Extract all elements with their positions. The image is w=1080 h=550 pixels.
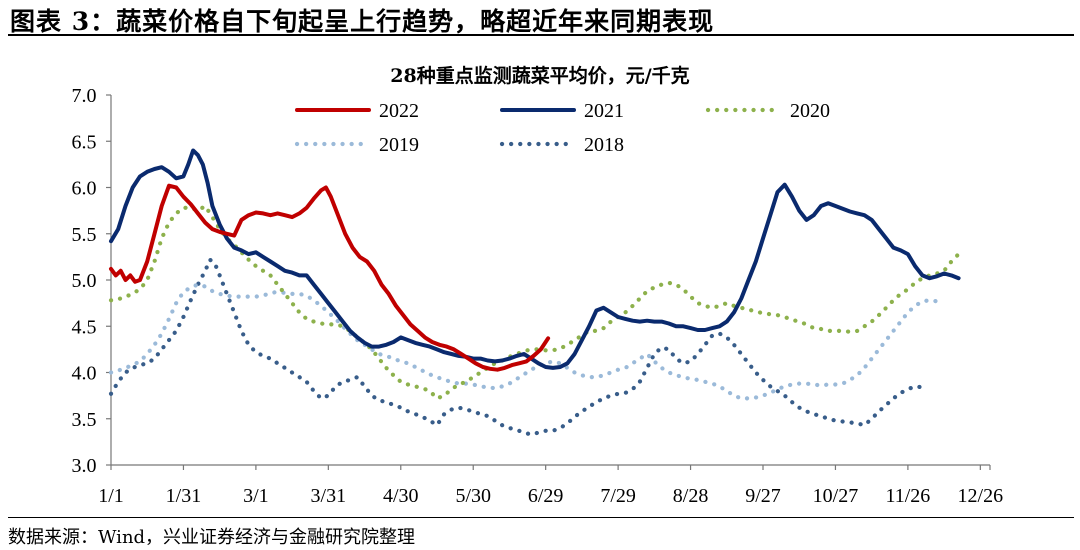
axes: 3.0 3.5 4.0 4.5 5.0 5.5 6.0 6.5 7.0 1/1 1/31 3/1 3/3… <box>72 85 1004 507</box>
x-tick-label: 8/28 <box>673 485 709 507</box>
x-tick-label: 5/30 <box>455 485 491 507</box>
series-line-2021 <box>109 148 961 370</box>
series-line-2018 <box>108 257 925 437</box>
source-note: 数据来源：Wind，兴业证券经济与金融研究院整理 <box>8 527 416 548</box>
top-rule <box>8 34 1074 36</box>
legend-label-2021: 2021 <box>584 100 624 122</box>
y-tick-label: 4.5 <box>72 316 97 338</box>
x-tick-label: 10/27 <box>813 485 859 507</box>
x-tick-label: 6/29 <box>528 485 564 507</box>
y-tick-label: 3.5 <box>72 409 97 431</box>
y-tick-label: 6.0 <box>72 178 97 200</box>
y-tick-label: 6.5 <box>72 131 97 153</box>
x-tick-label: 4/30 <box>383 485 419 507</box>
x-tick-label: 1/31 <box>166 485 202 507</box>
legend-label-2019: 2019 <box>379 134 419 156</box>
x-tick-label: 1/1 <box>98 485 124 507</box>
x-tick-label: 12/26 <box>958 485 1004 507</box>
legend: 2022 2021 2020 2019 2018 <box>294 100 830 156</box>
series-line-2022 <box>109 183 551 372</box>
x-tick-label: 3/1 <box>243 485 269 507</box>
y-tick-label: 7.0 <box>72 85 97 107</box>
y-tick-label: 5.0 <box>72 270 97 292</box>
x-tick-label: 3/31 <box>311 485 347 507</box>
x-tick-label: 11/26 <box>885 485 930 507</box>
y-tick-label: 5.5 <box>72 224 97 246</box>
x-tick-label: 9/27 <box>745 485 781 507</box>
chart-title: 28种重点监测蔬菜平均价，元/千克 <box>390 64 689 87</box>
bottom-rule <box>8 517 1074 519</box>
line-chart: 28种重点监测蔬菜平均价，元/千克 3.0 3.5 4.0 4.5 5.0 5.5 6.0 6… <box>72 64 1004 507</box>
legend-label-2020: 2020 <box>790 100 830 122</box>
series-line-2019 <box>108 282 947 401</box>
legend-label-2022: 2022 <box>379 100 419 122</box>
figure-title: 图表 3：蔬菜价格自下旬起呈上行趋势，略超近年来同期表现 <box>10 7 715 36</box>
x-tick-label: 7/29 <box>600 485 636 507</box>
y-tick-label: 3.0 <box>72 455 97 477</box>
series-layer <box>108 148 961 437</box>
legend-label-2018: 2018 <box>584 134 624 156</box>
y-tick-label: 4.0 <box>72 363 97 385</box>
